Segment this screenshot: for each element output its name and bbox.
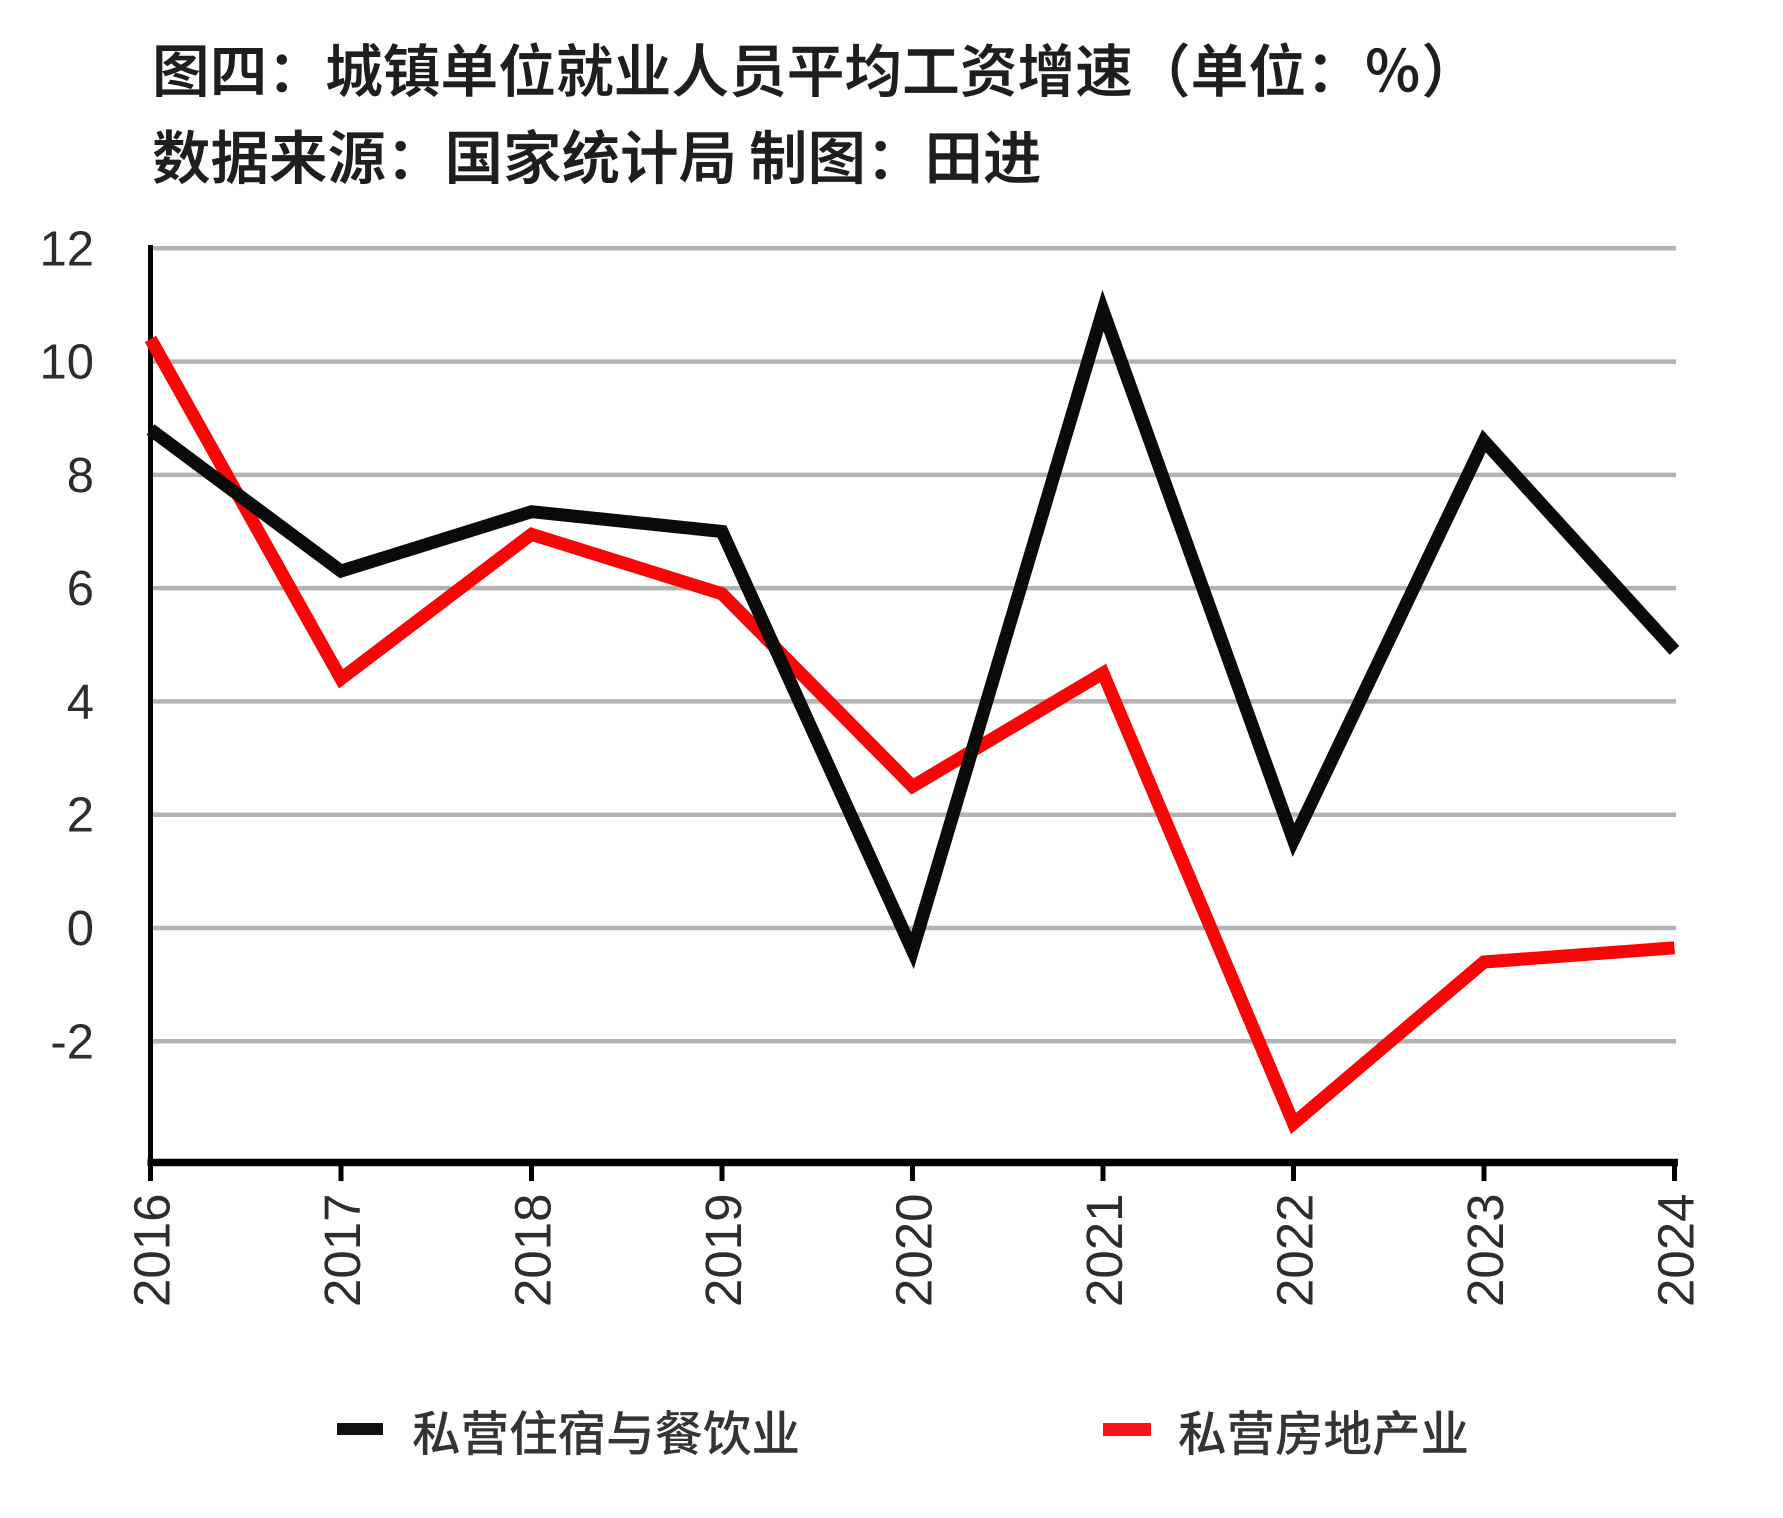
svg-text:4: 4 [67,675,94,729]
svg-text:2019: 2019 [695,1194,752,1307]
svg-text:2022: 2022 [1267,1194,1324,1307]
svg-text:2021: 2021 [1076,1194,1133,1307]
svg-text:12: 12 [39,222,94,276]
svg-text:2018: 2018 [505,1194,562,1307]
svg-text:10: 10 [39,336,94,390]
svg-text:2020: 2020 [886,1194,943,1307]
svg-text:2016: 2016 [124,1194,181,1307]
svg-text:6: 6 [67,562,94,616]
svg-text:-2: -2 [50,1015,94,1069]
svg-text:0: 0 [67,902,94,956]
svg-text:2: 2 [67,789,94,843]
svg-text:8: 8 [67,449,94,503]
svg-text:2024: 2024 [1648,1194,1705,1307]
svg-text:2017: 2017 [314,1194,371,1307]
svg-text:2023: 2023 [1457,1194,1514,1307]
